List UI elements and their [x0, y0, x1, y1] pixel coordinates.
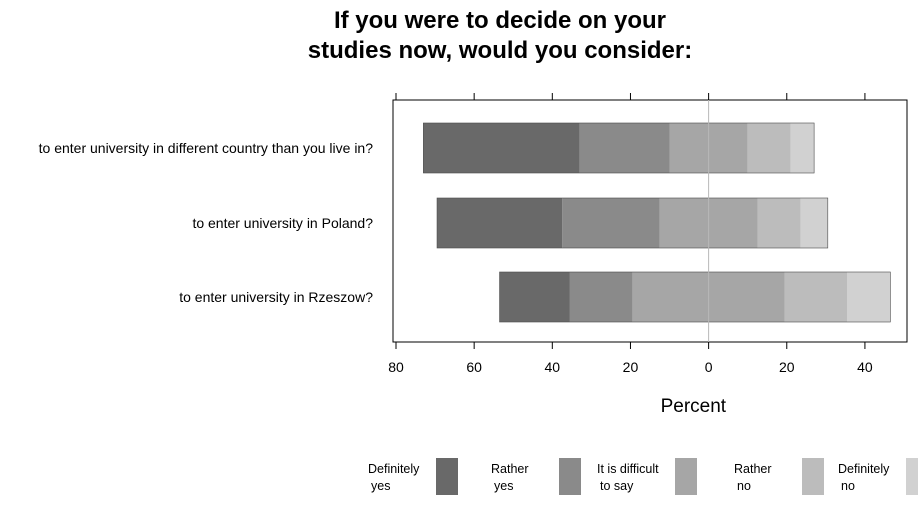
category-label: to enter university in Poland? — [192, 215, 373, 231]
plot-frame — [392, 99, 908, 343]
chart-title: If you were to decide on your studies no… — [150, 6, 850, 66]
chart-title-line-1: If you were to decide on your — [333, 7, 667, 34]
bar-segment — [747, 123, 791, 173]
legend-label-line: no — [737, 479, 751, 493]
legend-label-line: It is difficult — [597, 462, 659, 476]
bar-segment — [784, 272, 848, 322]
legend-swatch — [559, 458, 581, 495]
bar-segment — [437, 198, 563, 248]
x-tick-label: 80 — [388, 359, 404, 375]
bar-segment — [562, 198, 660, 248]
legend-label-line: to say — [600, 479, 634, 493]
bar-segment — [499, 272, 570, 322]
legend-label: It is difficult to say — [597, 461, 667, 495]
x-tick-label: 60 — [466, 359, 482, 375]
x-tick-label: 40 — [857, 359, 873, 375]
x-tick-label: 40 — [545, 359, 561, 375]
bar-outline — [436, 197, 829, 249]
legend-label-line: no — [841, 479, 855, 493]
legend-swatch — [906, 458, 918, 495]
legend-label-line: Rather — [491, 462, 529, 476]
legend-label: Definitely no — [838, 461, 908, 495]
chart-title-line-2: studies now, would you consider: — [307, 37, 693, 64]
legend-label: Rather yes — [491, 461, 561, 495]
x-axis-label: Percent — [661, 396, 727, 417]
legend-label-line: Definitely — [838, 462, 890, 476]
legend-label-line: yes — [371, 479, 391, 493]
bar-segment — [569, 272, 633, 322]
bar-outline — [499, 271, 891, 323]
legend-swatch — [436, 458, 458, 495]
legend-label: Rather no — [734, 461, 804, 495]
bar-segment — [847, 272, 891, 322]
legend-label: Definitely yes — [368, 461, 438, 495]
bar-segment — [423, 123, 580, 173]
bar-segment — [800, 198, 828, 248]
legend-label-line: Definitely — [368, 462, 420, 476]
legend-swatch — [675, 458, 697, 495]
x-tick-label: 20 — [779, 359, 795, 375]
legend-swatch — [802, 458, 824, 495]
bar-segment — [790, 123, 815, 173]
x-tick-label: 20 — [623, 359, 639, 375]
category-label: to enter university in Rzeszow? — [179, 289, 373, 305]
bar-segment — [757, 198, 801, 248]
bar-outline — [423, 122, 815, 174]
bar-segment — [579, 123, 670, 173]
legend-label-line: yes — [494, 479, 514, 493]
x-tick-label: 0 — [705, 359, 713, 375]
legend-label-line: Rather — [734, 462, 772, 476]
category-label: to enter university in different country… — [39, 140, 374, 156]
